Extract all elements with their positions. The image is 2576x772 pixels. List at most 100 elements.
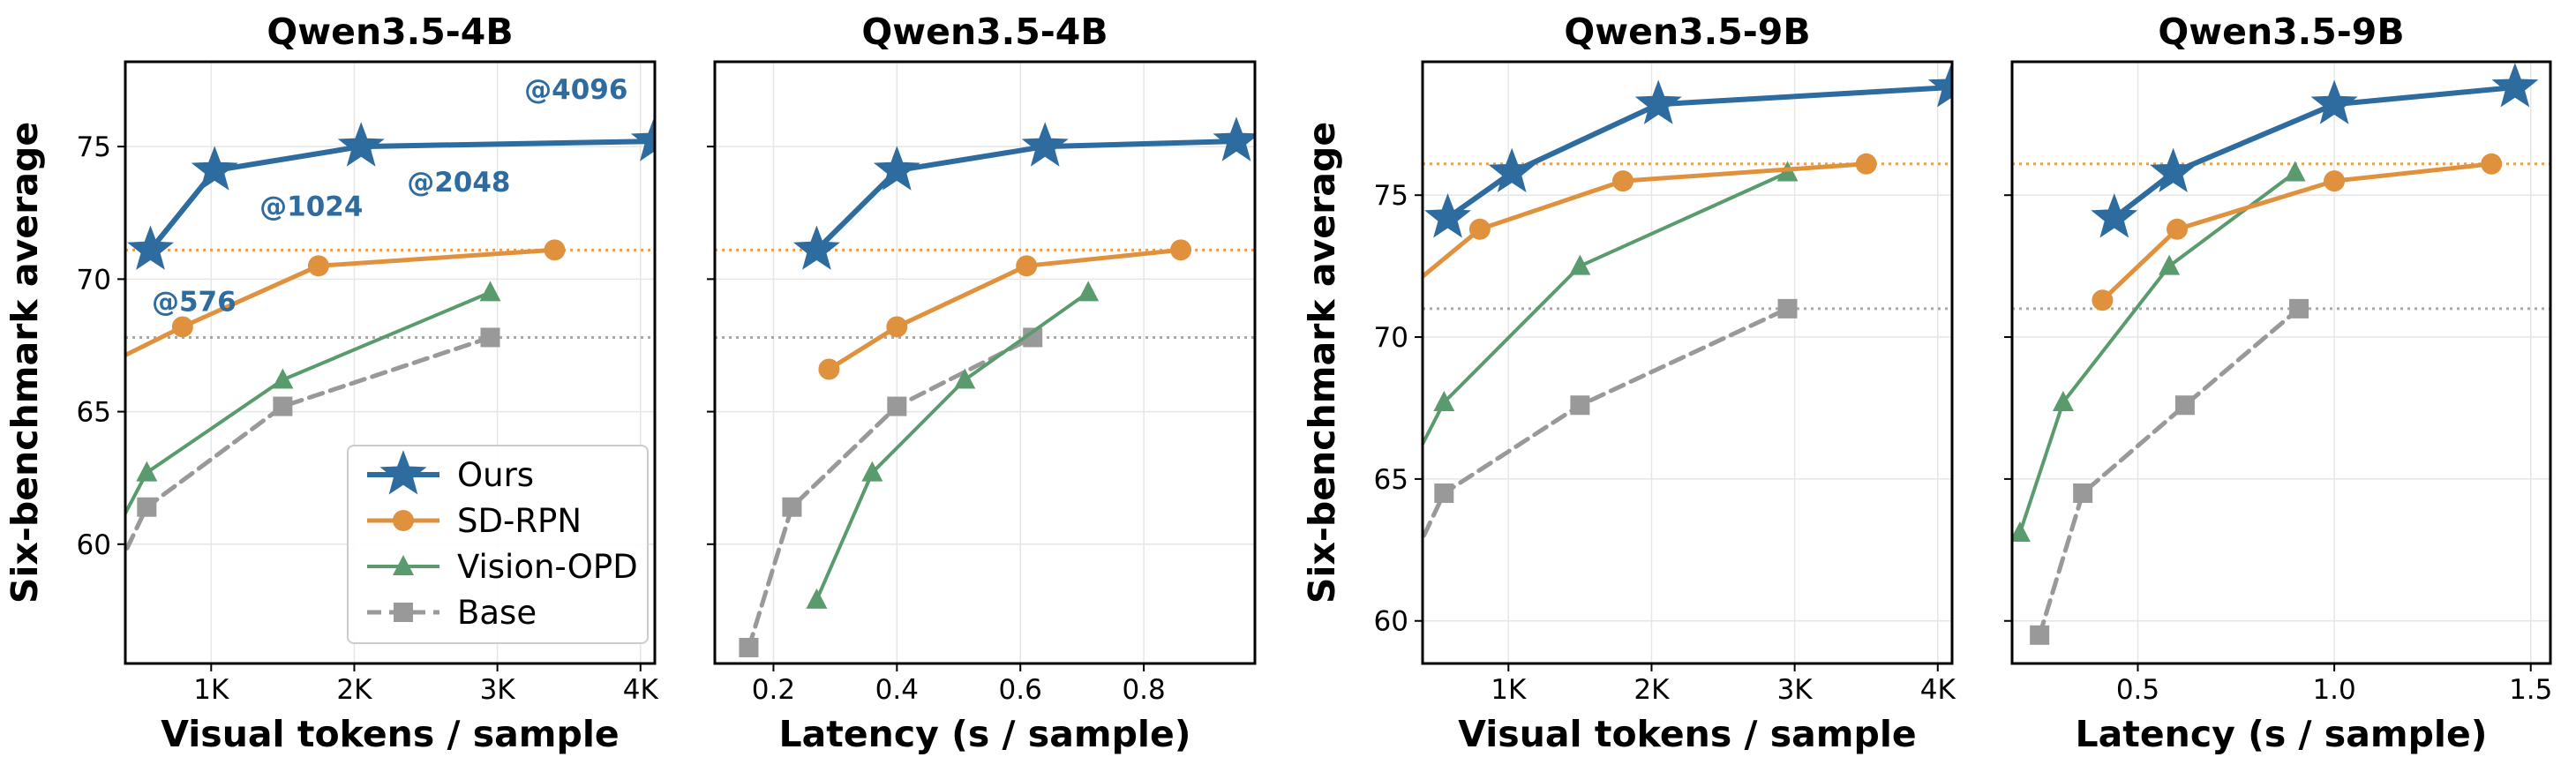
series-base [739, 327, 1043, 657]
series-line-base [2037, 306, 2302, 638]
legend-label-base: Base [457, 594, 537, 632]
series-line-base [125, 335, 492, 558]
data-point-ours-4 [1213, 116, 1255, 161]
plot-frame [124, 60, 657, 665]
data-point-base-2 [137, 497, 157, 517]
plot-frame [1421, 60, 1954, 665]
x-tick-label: 0.5 [2116, 674, 2159, 706]
annotation-label: @4096 [524, 74, 627, 106]
data-point-base-4 [2289, 298, 2309, 319]
data-point-ours-2 [873, 146, 920, 191]
data-point-base-3 [2174, 395, 2195, 416]
series-line-base [1423, 306, 1790, 544]
data-point-vopd-2 [136, 461, 158, 482]
data-point-vopd-2 [2052, 391, 2074, 412]
data-point-ours-3 [1634, 79, 1682, 124]
data-point-sdrpn-1 [2092, 289, 2114, 311]
y-tick-label: 70 [77, 264, 111, 296]
series-sdrpn [1384, 153, 1877, 311]
chart-panel-1: @576 @1024 @2048 @4096 1K 2K 3K 4K 60 65 70 75 Qwen3… [4, 11, 658, 755]
data-point-sdrpn-3 [1016, 255, 1038, 277]
data-point-vopd-3 [954, 368, 976, 389]
legend-label-ours: Ours [457, 456, 534, 494]
data-point-ours-2 [1488, 147, 1536, 193]
annotation-label: @1024 [259, 191, 363, 222]
chart-panel-2: 0.2 0.4 0.6 0.8 Qwen3.5-4B Latency (s / sampl… [707, 11, 1257, 755]
plot-frame [2010, 60, 2552, 665]
data-point-vopd-3 [2159, 254, 2181, 275]
y-tick-label: 65 [77, 397, 111, 429]
panel-title: Qwen3.5-4B [861, 11, 1108, 53]
data-point-base-1 [739, 637, 759, 657]
data-point-sdrpn-2 [886, 316, 908, 338]
data-point-vopd-4 [479, 281, 501, 302]
data-point-vopd-1 [2012, 521, 2031, 543]
data-point-ours-1 [127, 225, 175, 270]
data-point-sdrpn-4 [1855, 153, 1877, 175]
series-ours [792, 116, 1255, 270]
data-point-vopd-1 [69, 588, 90, 609]
y-tick-label: 75 [1374, 180, 1408, 212]
data-point-ours-1 [792, 225, 840, 270]
legend-marker-sdrpn [393, 510, 414, 531]
data-point-ours-1 [1424, 193, 1472, 238]
series-line-sdrpn [2099, 161, 2494, 303]
x-tick-label: 3K [480, 674, 516, 706]
x-tick-label: 0.4 [875, 674, 919, 706]
series-line-base [747, 335, 1035, 650]
x-axis-label: Visual tokens / sample [161, 713, 620, 755]
data-point-base-3 [887, 396, 907, 416]
x-tick-label: 1K [1491, 674, 1527, 706]
data-point-base-4 [480, 327, 500, 348]
data-point-sdrpn-1 [86, 359, 108, 380]
data-point-base-4 [1023, 327, 1043, 348]
y-axis-label: Six-benchmark average [4, 122, 46, 603]
data-point-vopd-3 [272, 368, 294, 389]
x-axis-label: Latency (s / sample) [2075, 713, 2487, 755]
data-point-base-4 [1777, 298, 1798, 319]
data-point-base-2 [2073, 483, 2093, 503]
series-line-vopd [815, 290, 1091, 602]
series-ours [2091, 63, 2539, 238]
series-sdrpn [818, 239, 1192, 380]
data-point-vopd-1 [806, 588, 828, 609]
x-tick-label: 3K [1777, 674, 1814, 706]
data-point-base-2 [1434, 483, 1454, 503]
chart-panel-3: 1K 2K 3K 4K 60 65 70 75 Qwen3.5-9B Visual tokens … [1301, 11, 1956, 755]
series-line-sdrpn [125, 247, 557, 358]
x-tick-label: 1.5 [2509, 674, 2552, 706]
data-point-ours-3 [2310, 79, 2358, 124]
series-ours [1424, 63, 1952, 238]
data-point-sdrpn-1 [1384, 289, 1405, 311]
series-base [2030, 298, 2309, 645]
data-point-vopd-4 [2284, 161, 2306, 182]
data-point-vopd-4 [1078, 281, 1100, 302]
data-point-base-3 [273, 396, 293, 416]
data-point-vopd-3 [1569, 254, 1591, 275]
series-line-ours [2111, 85, 2518, 221]
legend: Ours SD-RPN Vision-OPD Base [347, 445, 649, 644]
data-point-sdrpn-2 [171, 316, 193, 338]
panel-title: Qwen3.5-9B [1564, 11, 1810, 53]
x-axis-label: Visual tokens / sample [1458, 713, 1917, 755]
y-tick-label: 60 [1374, 606, 1408, 638]
y-tick-label: 70 [1374, 322, 1408, 354]
series-line-vopd [2017, 170, 2297, 535]
data-point-sdrpn-4 [2481, 153, 2503, 175]
legend-label-sdrpn: SD-RPN [457, 502, 582, 540]
data-point-sdrpn-2 [1468, 218, 1491, 240]
data-point-ours-1 [2091, 193, 2138, 238]
data-point-sdrpn-3 [1612, 170, 1634, 192]
data-point-ours-3 [1021, 122, 1069, 167]
series-line-vopd [1423, 170, 1790, 448]
series-vopd [806, 281, 1100, 609]
series-line-ours [814, 139, 1239, 253]
data-point-base-1 [2030, 625, 2050, 645]
chart-panel-4: 0.5 1.0 1.5 Qwen3.5-9B Latency (s / sample) [2004, 11, 2552, 755]
series-line-vopd [125, 290, 492, 517]
x-tick-label: 1.0 [2312, 674, 2355, 706]
data-point-vopd-2 [861, 461, 883, 482]
data-point-base-2 [782, 497, 802, 517]
panel-title: Qwen3.5-4B [267, 11, 513, 53]
